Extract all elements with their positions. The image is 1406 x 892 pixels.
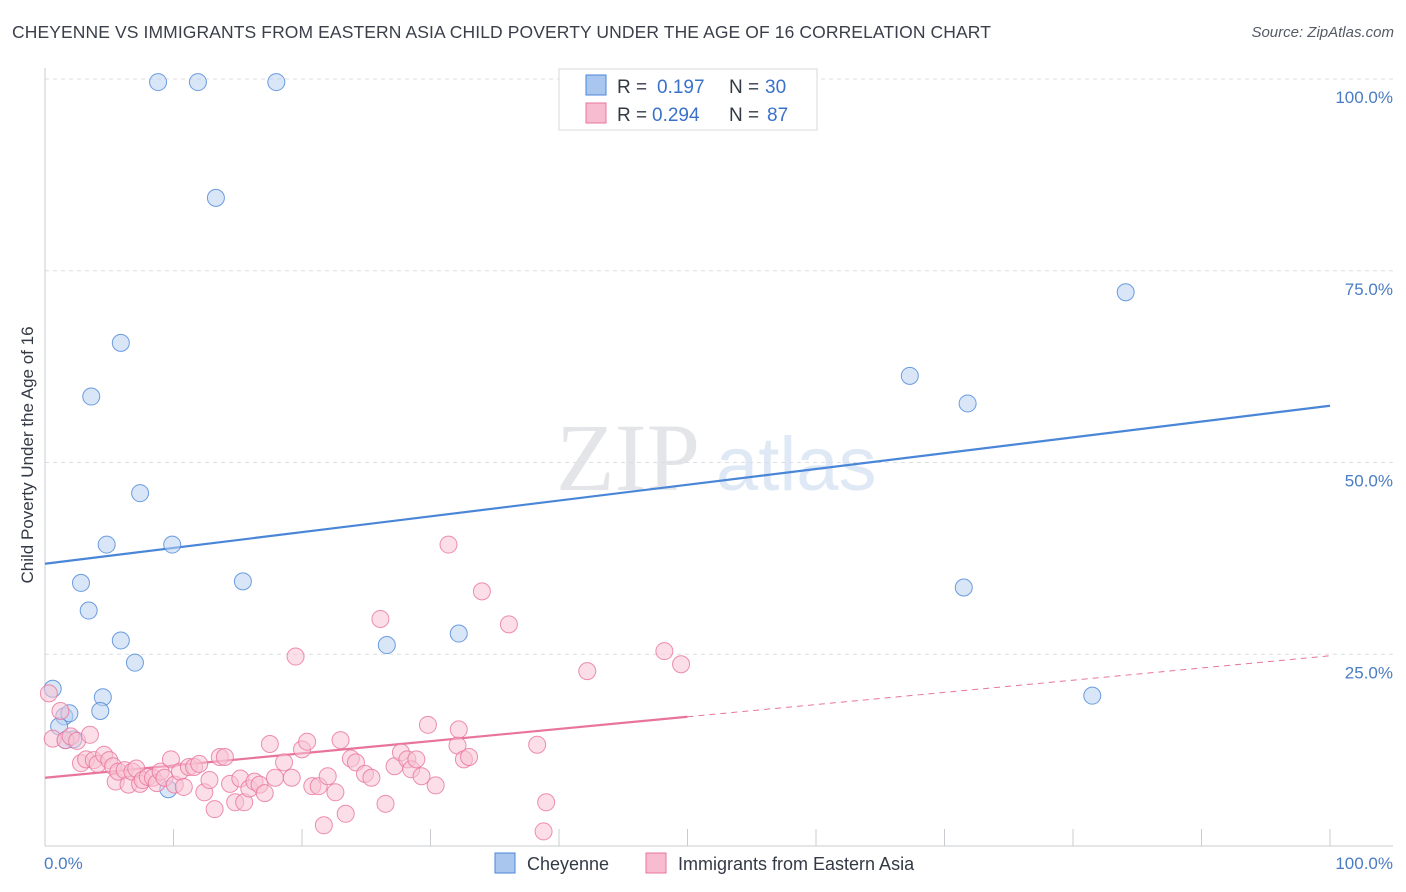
data-point-cheyenne	[71, 573, 90, 592]
legend-swatch-immigrants	[585, 102, 607, 124]
data-point-cheyenne	[97, 535, 116, 554]
x-tick-label-min: 0.0%	[44, 854, 83, 873]
trend-lines	[44, 404, 1331, 779]
data-point-immigrants	[255, 784, 274, 803]
data-point-cheyenne	[111, 333, 130, 352]
data-point-immigrants	[298, 732, 317, 751]
data-point-cheyenne	[82, 387, 101, 406]
data-point-immigrants	[534, 822, 553, 841]
data-point-immigrants	[331, 731, 350, 750]
y-tick-labels: 25.0% 50.0% 75.0% 100.0%	[1335, 88, 1393, 682]
legend-r-value: 0.294	[652, 105, 700, 126]
data-point-cheyenne	[954, 578, 973, 597]
legend-n-label: N =	[729, 105, 759, 126]
data-point-cheyenne	[188, 73, 207, 92]
trend-line-immigrants-extension	[687, 655, 1331, 718]
chart-title: CHEYENNE VS IMMIGRANTS FROM EASTERN ASIA…	[12, 22, 992, 42]
data-point-cheyenne	[449, 624, 468, 643]
data-point-cheyenne	[149, 73, 168, 92]
trend-line-immigrants	[44, 715, 688, 779]
data-point-immigrants	[80, 725, 99, 744]
data-point-immigrants	[314, 816, 333, 835]
data-point-immigrants	[326, 783, 345, 802]
data-point-immigrants	[578, 662, 597, 681]
y-tick-label: 75.0%	[1345, 280, 1393, 299]
data-point-immigrants	[460, 748, 479, 767]
legend-swatch-cheyenne	[585, 74, 607, 96]
legend-swatch-cheyenne	[494, 852, 516, 874]
data-point-immigrants	[51, 702, 70, 721]
data-point-immigrants	[672, 655, 691, 674]
y-axis-label: Child Poverty Under the Age of 16	[18, 326, 37, 583]
data-point-cheyenne	[111, 631, 130, 650]
legend-label-immigrants: Immigrants from Eastern Asia	[678, 854, 915, 874]
data-point-immigrants	[205, 800, 224, 819]
data-point-immigrants	[418, 715, 437, 734]
legend-label-cheyenne: Cheyenne	[527, 854, 609, 874]
data-point-immigrants	[528, 735, 547, 754]
data-point-immigrants	[655, 642, 674, 661]
data-point-cheyenne	[233, 572, 252, 591]
data-point-cheyenne	[900, 366, 919, 385]
data-point-immigrants	[318, 767, 337, 786]
data-point-cheyenne	[163, 535, 182, 554]
legend-r-label: R =	[617, 105, 647, 126]
series-legend: Cheyenne Immigrants from Eastern Asia	[494, 852, 915, 874]
x-tick-label-max: 100.0%	[1335, 854, 1393, 873]
stats-legend-row-cheyenne: R = 0.197 N = 30	[585, 74, 786, 98]
data-point-cheyenne	[206, 188, 225, 207]
data-point-immigrants	[426, 776, 445, 795]
data-point-immigrants	[282, 768, 301, 787]
legend-r-value: 0.197	[657, 77, 705, 98]
data-point-immigrants	[336, 804, 355, 823]
data-points	[39, 73, 1135, 841]
data-point-immigrants	[439, 535, 458, 554]
data-point-immigrants	[407, 750, 426, 769]
data-point-cheyenne	[125, 653, 144, 672]
stats-legend-row-immigrants: R = 0.294 N = 87	[585, 102, 788, 126]
legend-n-value: 87	[767, 105, 788, 126]
data-point-cheyenne	[377, 636, 396, 655]
y-tick-label: 25.0%	[1345, 663, 1393, 682]
legend-swatch-immigrants	[645, 852, 667, 874]
data-point-immigrants	[362, 768, 381, 787]
data-point-immigrants	[412, 767, 431, 786]
data-point-immigrants	[174, 777, 193, 796]
data-point-immigrants	[161, 750, 180, 769]
data-point-immigrants	[200, 771, 219, 790]
legend-n-value: 30	[765, 77, 786, 98]
stats-legend: R = 0.197 N = 30 R = 0.294 N = 87	[558, 68, 818, 131]
data-point-immigrants	[266, 768, 285, 787]
data-point-cheyenne	[1116, 283, 1135, 302]
gridlines	[45, 78, 1393, 655]
axes	[44, 68, 1393, 847]
data-point-immigrants	[275, 753, 294, 772]
legend-n-label: N =	[729, 77, 759, 98]
data-point-immigrants	[371, 609, 390, 628]
data-point-cheyenne	[1083, 686, 1102, 705]
legend-r-label: R =	[617, 77, 647, 98]
data-point-cheyenne	[91, 702, 110, 721]
data-point-immigrants	[286, 647, 305, 666]
trend-line-cheyenne	[44, 404, 1331, 565]
y-tick-label: 50.0%	[1345, 472, 1393, 491]
data-point-immigrants	[376, 794, 395, 813]
data-point-immigrants	[260, 734, 279, 753]
data-point-immigrants	[39, 684, 58, 703]
data-point-immigrants	[472, 582, 491, 601]
data-point-immigrants	[215, 748, 234, 767]
data-point-cheyenne	[267, 73, 286, 92]
data-point-cheyenne	[79, 601, 98, 620]
watermark-zip: ZIP	[556, 404, 700, 511]
data-point-cheyenne	[958, 394, 977, 413]
data-point-cheyenne	[131, 484, 150, 503]
y-tick-label: 100.0%	[1335, 88, 1393, 107]
data-point-immigrants	[190, 754, 209, 773]
data-point-immigrants	[537, 793, 556, 812]
data-point-immigrants	[449, 720, 468, 739]
data-point-immigrants	[499, 615, 518, 634]
source-note: Source: ZipAtlas.com	[1251, 24, 1394, 41]
